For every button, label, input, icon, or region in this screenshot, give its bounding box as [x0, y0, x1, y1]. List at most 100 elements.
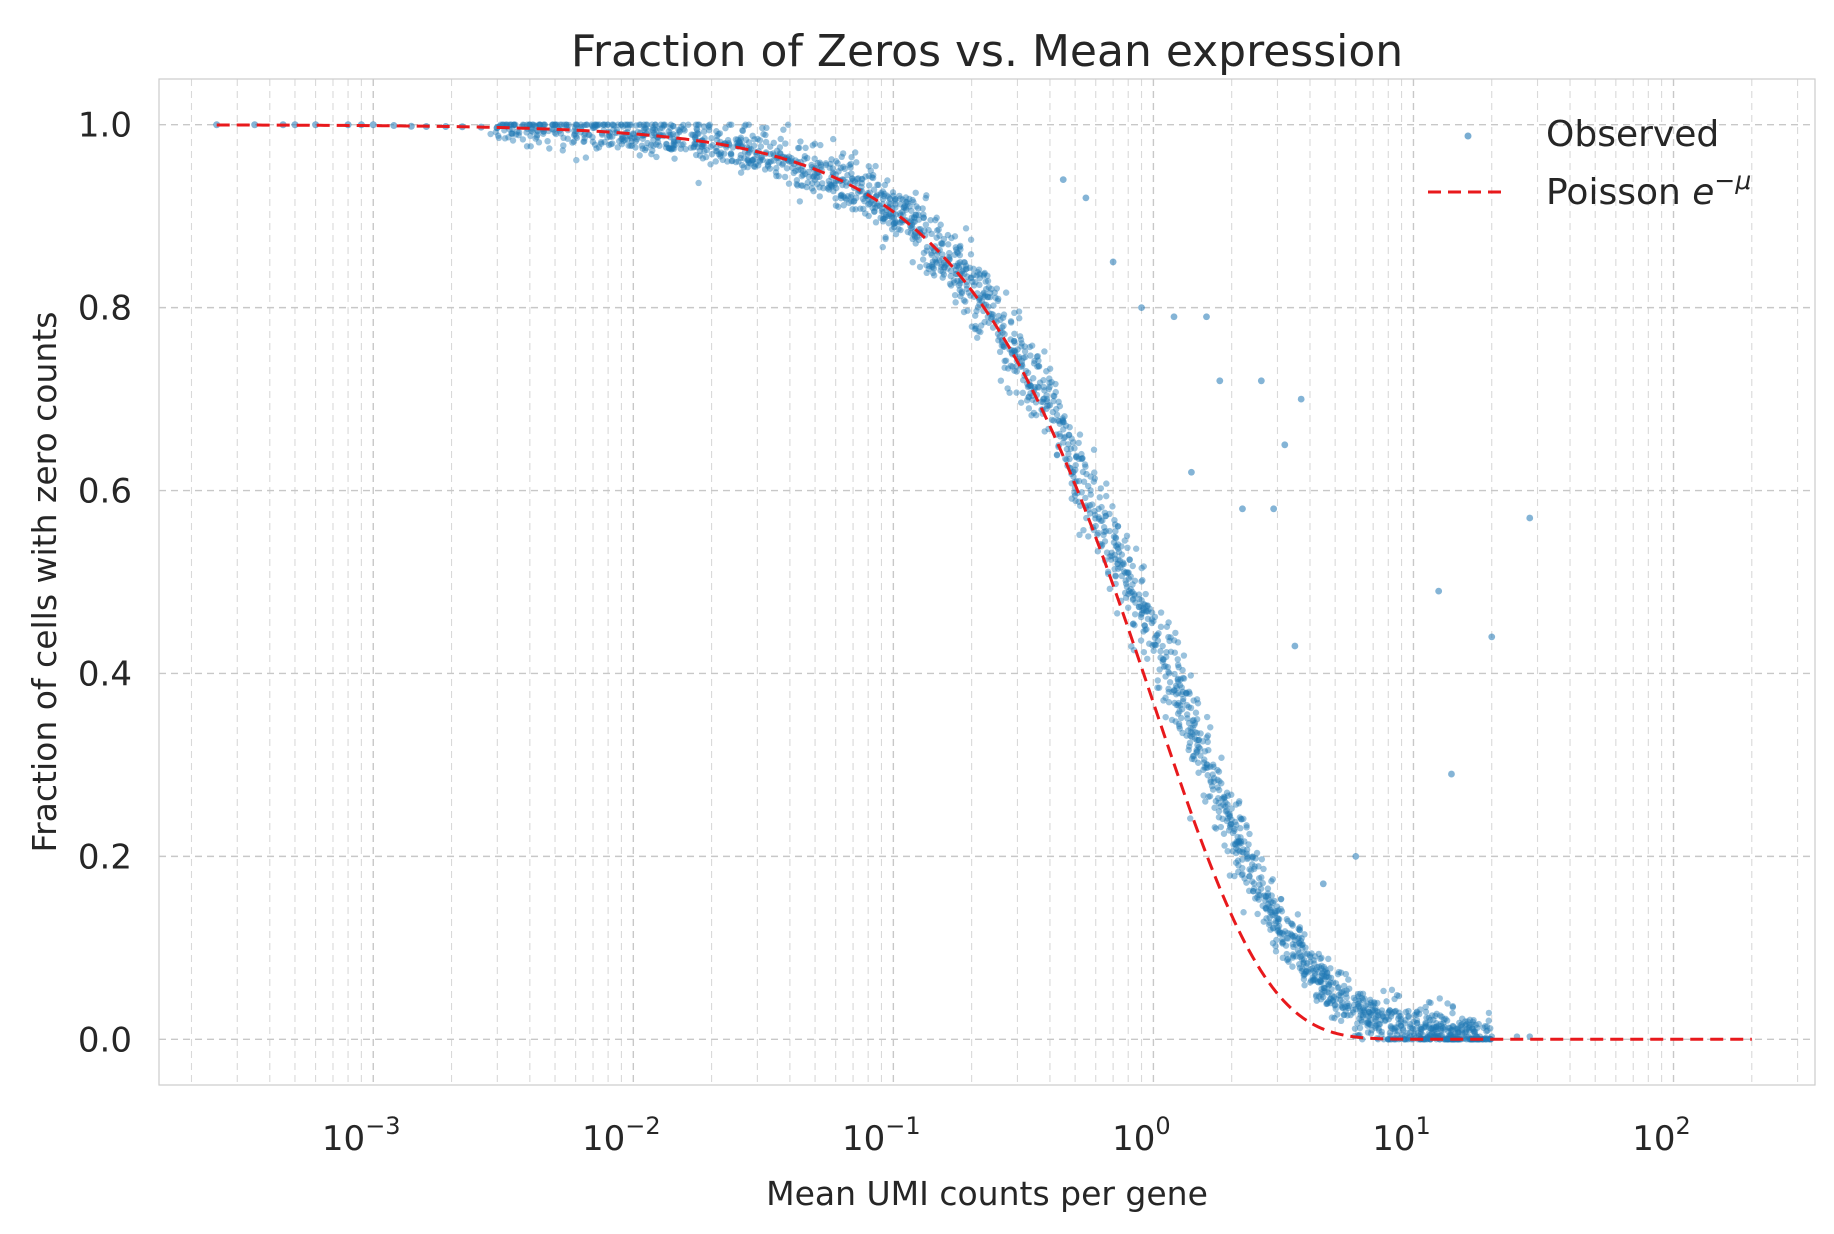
scatter-point: [1014, 346, 1021, 353]
scatter-point: [1139, 607, 1146, 614]
scatter-point: [1051, 393, 1058, 400]
scatter-point: [643, 144, 650, 152]
scatter-point: [1300, 970, 1308, 978]
scatter-point: [726, 121, 733, 128]
scatter-point: [689, 131, 697, 139]
scatter-point: [509, 130, 516, 137]
scatter-point: [1257, 885, 1265, 892]
scatter-point: [1050, 398, 1057, 405]
scatter-point: [705, 122, 712, 129]
scatter-point: [892, 211, 900, 218]
scatter-point: [1299, 945, 1306, 952]
scatter-point: [1343, 987, 1350, 994]
scatter-point: [789, 164, 796, 172]
scatter-point: [1267, 909, 1274, 916]
scatter-point: [1317, 996, 1325, 1003]
scatter-point: [737, 151, 745, 159]
scatter-point: [1249, 887, 1257, 895]
scatter-point: [773, 164, 780, 172]
scatter-point: [1235, 837, 1243, 845]
scatter-point: [1397, 1022, 1405, 1029]
scatter-point: [690, 143, 698, 150]
scatter-point: [775, 159, 783, 166]
scatter-point: [1248, 861, 1256, 868]
scatter-point: [1355, 993, 1362, 1000]
scatter-point: [1309, 974, 1316, 981]
scatter-point: [1043, 397, 1051, 405]
scatter-point: [703, 146, 710, 154]
scatter-point: [1140, 563, 1147, 570]
scatter-point: [1318, 965, 1325, 972]
scatter-point: [1109, 503, 1116, 510]
scatter-point: [650, 124, 657, 132]
scatter-point: [1259, 902, 1266, 909]
scatter-point: [1297, 395, 1305, 403]
scatter-point: [1272, 942, 1279, 950]
scatter-point: [1315, 968, 1322, 976]
scatter-point: [1184, 727, 1192, 734]
scatter-point: [955, 260, 962, 267]
scatter-point: [837, 192, 845, 199]
scatter-point: [1281, 441, 1289, 449]
scatter-point: [1189, 717, 1196, 725]
scatter-point: [1337, 969, 1345, 976]
scatter-point: [1186, 690, 1193, 697]
scatter-point: [676, 127, 683, 134]
scatter-point: [1367, 1010, 1374, 1017]
scatter-point: [1433, 1010, 1440, 1018]
scatter-point: [1474, 1024, 1481, 1032]
scatter-point: [1256, 881, 1263, 888]
scatter-point: [527, 143, 534, 150]
scatter-point: [1155, 630, 1162, 637]
scatter-point: [929, 269, 937, 277]
scatter-point: [1168, 716, 1176, 724]
scatter-point: [810, 173, 818, 180]
scatter-point: [1268, 908, 1275, 916]
scatter-point: [1268, 892, 1275, 899]
scatter-point: [880, 192, 887, 200]
scatter-point: [1485, 1017, 1492, 1024]
scatter-point: [1354, 1020, 1361, 1027]
scatter-point: [1035, 363, 1043, 370]
y-tick-label: 0.0: [78, 1020, 132, 1060]
scatter-point: [1418, 1025, 1425, 1033]
scatter-point: [1011, 367, 1018, 374]
scatter-point: [964, 307, 971, 314]
scatter-point: [1097, 485, 1105, 492]
scatter-point: [1260, 892, 1268, 899]
scatter-point: [1299, 965, 1306, 973]
scatter-point: [594, 121, 602, 128]
scatter-point: [880, 215, 887, 223]
scatter-point: [1237, 840, 1245, 847]
scatter-point: [1260, 918, 1267, 925]
scatter-point: [769, 150, 777, 157]
scatter-point: [1036, 379, 1044, 386]
scatter-point: [508, 130, 515, 137]
scatter-point: [1057, 433, 1064, 440]
scatter-point: [1283, 956, 1291, 964]
scatter-point: [1277, 896, 1285, 903]
scatter-point: [1301, 982, 1308, 989]
scatter-point: [1295, 925, 1302, 932]
x-tick-label: 10−1: [842, 1112, 921, 1159]
scatter-point: [1441, 1036, 1449, 1043]
scatter-point: [660, 122, 668, 129]
scatter-point: [1007, 318, 1015, 325]
scatter-point: [1481, 1022, 1489, 1030]
scatter-point: [756, 137, 764, 144]
scatter-point: [1440, 1016, 1448, 1023]
scatter-point: [1079, 455, 1086, 462]
scatter-point: [796, 144, 803, 152]
scatter-point: [900, 204, 907, 211]
scatter-point: [1193, 696, 1201, 703]
scatter-point: [999, 329, 1006, 336]
scatter-point: [1177, 676, 1184, 683]
scatter-point: [1287, 930, 1294, 937]
scatter-point: [745, 121, 752, 128]
scatter-point: [1090, 446, 1098, 453]
scatter-point: [1112, 535, 1120, 542]
scatter-point: [1269, 939, 1277, 947]
scatter-point: [1249, 854, 1256, 862]
scatter-point: [1424, 1034, 1431, 1041]
scatter-point: [1352, 852, 1360, 860]
